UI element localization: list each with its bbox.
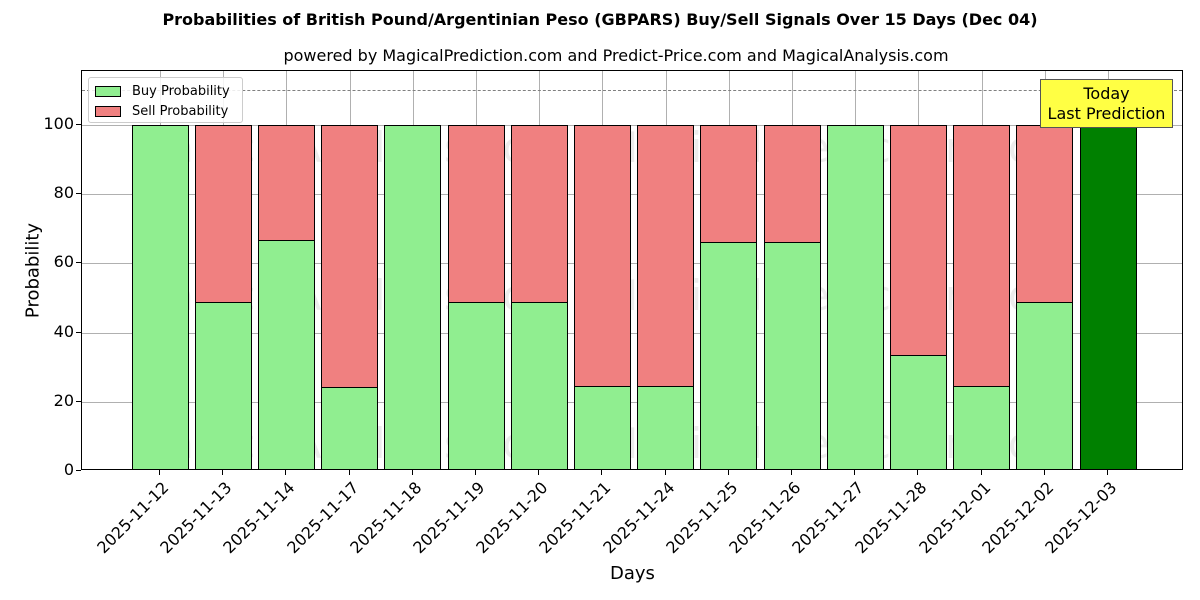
y-tick-label: 60 bbox=[53, 252, 74, 272]
chart-title: Probabilities of British Pound/Argentini… bbox=[162, 10, 1038, 29]
sell-bar bbox=[953, 125, 1011, 387]
plot-area: MagicalAnalysis.comMagicalPrediction.com… bbox=[81, 70, 1183, 470]
x-tick-mark bbox=[538, 470, 540, 475]
sell-swatch-icon bbox=[95, 105, 121, 117]
x-tick-mark bbox=[727, 470, 729, 475]
x-tick-mark bbox=[791, 470, 792, 475]
sell-bar bbox=[447, 125, 505, 304]
buy-bar bbox=[953, 385, 1011, 469]
y-tick-mark bbox=[76, 331, 81, 333]
x-tick-mark bbox=[411, 470, 413, 475]
buy-bar bbox=[1079, 125, 1137, 469]
y-tick-label: 0 bbox=[63, 460, 74, 479]
buy-bar bbox=[637, 385, 695, 469]
legend-item-buy: Buy Probability bbox=[95, 83, 230, 99]
x-tick-mark bbox=[159, 470, 160, 475]
buy-swatch-icon bbox=[95, 85, 121, 97]
y-tick-label: 100 bbox=[43, 114, 74, 133]
grid-line-horizontal bbox=[82, 401, 1182, 403]
x-tick-mark bbox=[917, 470, 919, 475]
grid-line-horizontal bbox=[82, 263, 1182, 265]
y-tick-mark bbox=[76, 262, 81, 264]
sell-bar bbox=[573, 125, 631, 387]
annotation-line-1: Today bbox=[1083, 84, 1130, 103]
legend: Buy Probability Sell Probability bbox=[88, 77, 243, 123]
x-tick-mark bbox=[980, 470, 982, 475]
grid-line-horizontal bbox=[82, 332, 1182, 334]
x-tick-mark bbox=[222, 470, 224, 475]
legend-label-sell: Sell Probability bbox=[132, 103, 229, 119]
buy-bar bbox=[447, 302, 505, 469]
buy-bar bbox=[1016, 302, 1074, 469]
buy-bar bbox=[131, 125, 189, 469]
x-tick-mark bbox=[601, 470, 603, 475]
buy-bar bbox=[700, 241, 758, 469]
sell-bar bbox=[194, 125, 252, 304]
x-tick-mark bbox=[348, 470, 350, 475]
buy-bar bbox=[257, 239, 315, 469]
x-tick-mark bbox=[285, 470, 287, 475]
grid-line-horizontal bbox=[82, 194, 1182, 196]
sell-bar bbox=[1016, 125, 1074, 304]
y-tick-mark bbox=[76, 124, 81, 125]
sell-bar bbox=[763, 125, 821, 243]
today-annotation: Today Last Prediction bbox=[1040, 79, 1173, 128]
buy-bar bbox=[763, 241, 821, 469]
y-tick-mark bbox=[76, 193, 81, 195]
buy-bar bbox=[384, 125, 442, 469]
sell-bar bbox=[257, 125, 315, 241]
y-tick-label: 20 bbox=[53, 390, 74, 410]
legend-item-sell: Sell Probability bbox=[95, 103, 228, 119]
sell-bar bbox=[321, 125, 379, 388]
x-tick-mark bbox=[1043, 470, 1045, 475]
legend-label-buy: Buy Probability bbox=[132, 83, 230, 99]
buy-bar bbox=[889, 355, 947, 469]
buy-bar bbox=[194, 302, 252, 469]
buy-bar bbox=[510, 302, 568, 469]
y-tick-mark bbox=[76, 470, 81, 471]
sell-bar bbox=[700, 125, 758, 243]
buy-bar bbox=[826, 125, 884, 469]
y-tick-label: 80 bbox=[53, 183, 74, 203]
sell-bar bbox=[510, 125, 568, 304]
x-tick-mark bbox=[475, 470, 476, 475]
x-axis-title: Days bbox=[610, 563, 655, 584]
sell-bar bbox=[637, 125, 695, 387]
x-tick-mark bbox=[854, 470, 856, 475]
reference-line bbox=[82, 90, 1182, 92]
x-tick-mark bbox=[664, 470, 666, 475]
sell-bar bbox=[889, 125, 947, 357]
x-tick-mark bbox=[1107, 470, 1108, 475]
y-tick-mark bbox=[76, 400, 81, 402]
y-tick-label: 40 bbox=[53, 321, 74, 341]
chart-subtitle: powered by MagicalPrediction.com and Pre… bbox=[283, 46, 949, 65]
grid-line-horizontal bbox=[82, 125, 1182, 126]
buy-bar bbox=[321, 386, 379, 469]
annotation-line-2: Last Prediction bbox=[1047, 104, 1166, 123]
buy-bar bbox=[573, 385, 631, 469]
